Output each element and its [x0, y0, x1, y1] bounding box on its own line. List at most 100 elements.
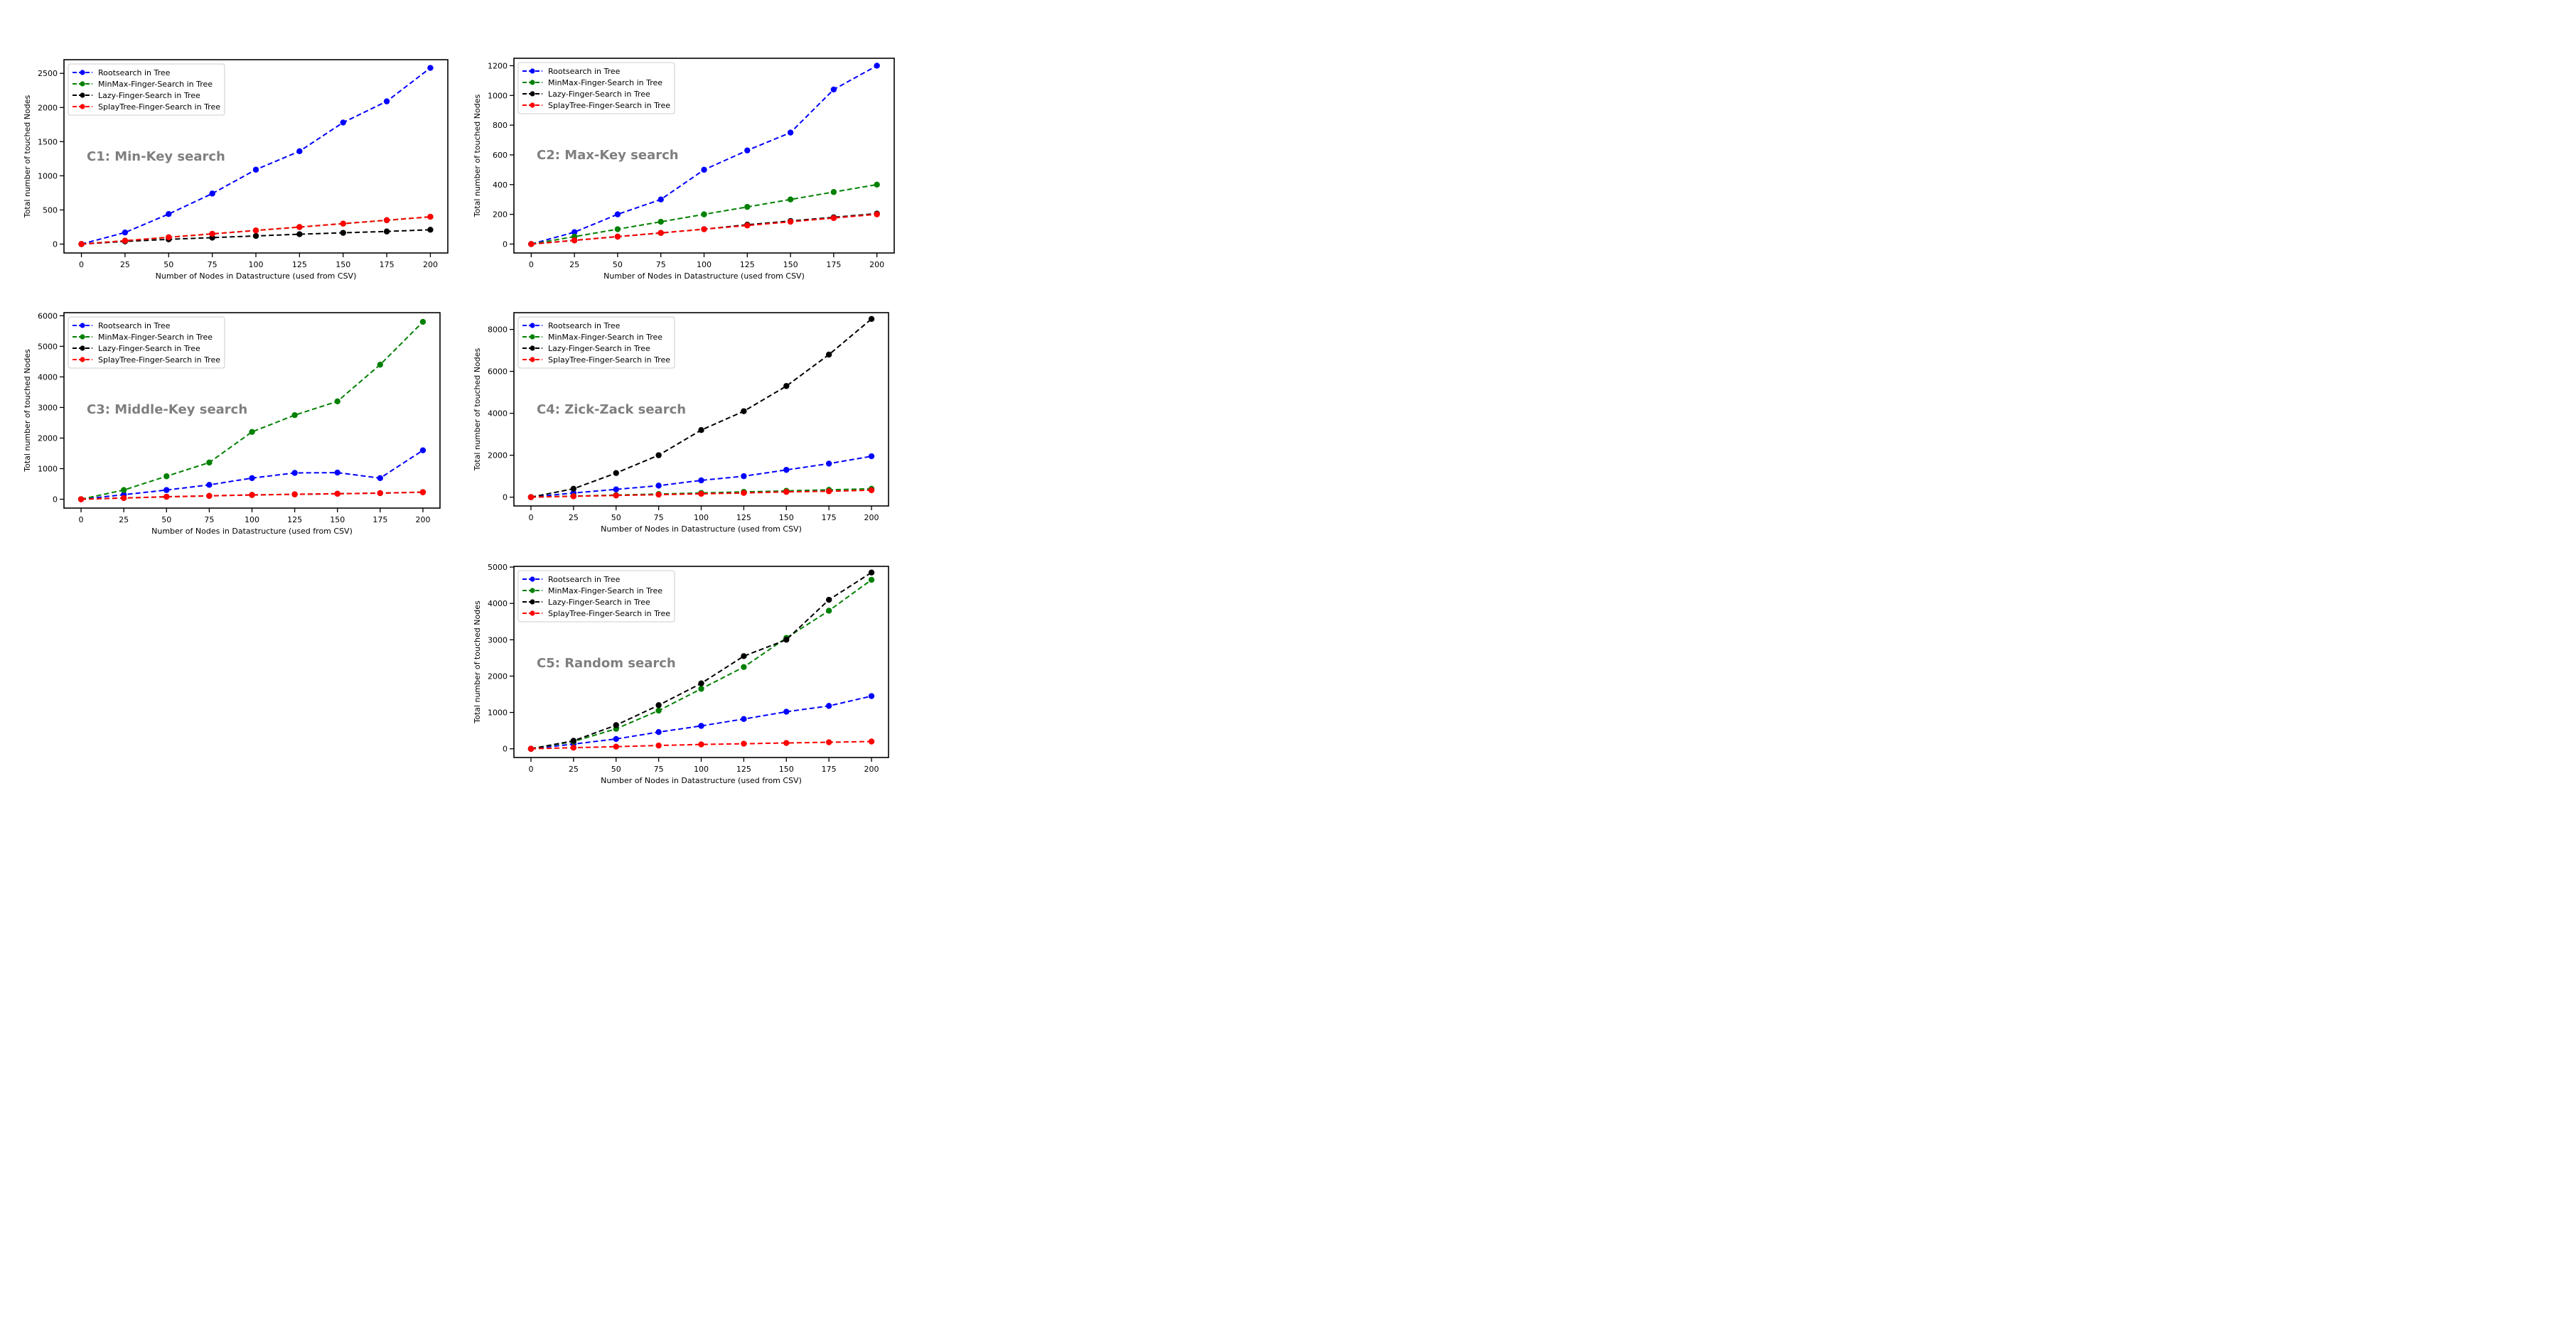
legend: Rootsearch in Tree MinMax-Finger-Search i…	[68, 63, 225, 116]
data-point	[296, 231, 303, 237]
data-point	[249, 492, 255, 498]
chart-annotation: C2: Max-Key search	[537, 148, 679, 163]
chart-1: 0 25 50 75 100 125 150 175 200050010001500200025…	[23, 59, 449, 281]
legend-marker	[80, 92, 85, 98]
x-tick-label: 175	[822, 513, 837, 522]
data-point	[527, 745, 535, 752]
y-tick-label: 2000	[488, 672, 508, 681]
y-axis-label: Total number of touched Nodes	[23, 95, 32, 219]
data-point	[613, 470, 619, 476]
data-point	[340, 119, 346, 126]
x-tick-label: 200	[415, 515, 430, 524]
series-0	[78, 65, 434, 247]
data-point	[698, 680, 704, 686]
data-point	[614, 233, 621, 240]
data-point	[658, 218, 664, 225]
legend-label: Rootsearch in Tree	[548, 67, 621, 76]
data-point	[741, 716, 747, 722]
legend-label: Lazy-Finger-Search in Tree	[548, 598, 650, 607]
data-point	[868, 693, 875, 699]
data-point	[868, 569, 875, 576]
data-point	[209, 230, 215, 237]
data-point	[783, 637, 790, 643]
y-tick-label: 5000	[488, 563, 508, 572]
data-point	[783, 740, 790, 746]
series-line	[530, 740, 872, 750]
series-1	[528, 181, 880, 247]
y-tick-label: 0	[503, 239, 508, 249]
x-tick-label: 75	[204, 515, 214, 524]
x-tick-label: 75	[208, 260, 218, 269]
legend-label: Lazy-Finger-Search in Tree	[98, 91, 200, 100]
series-line	[80, 491, 424, 500]
legend-label: Rootsearch in Tree	[548, 575, 621, 584]
data-point	[570, 744, 577, 751]
data-point	[614, 211, 621, 217]
data-point	[166, 234, 172, 241]
data-point	[655, 452, 662, 458]
data-point	[744, 147, 751, 153]
data-point	[613, 486, 619, 492]
data-point	[166, 211, 172, 217]
legend-box	[517, 316, 675, 369]
legend-label: Lazy-Finger-Search in Tree	[98, 344, 200, 353]
legend: Rootsearch in Tree MinMax-Finger-Search i…	[68, 316, 225, 369]
x-tick-label: 75	[654, 765, 664, 774]
data-point	[698, 477, 704, 484]
legend-label: SplayTree-Finger-Search in Tree	[548, 355, 670, 365]
data-point	[334, 490, 340, 497]
y-tick-label: 800	[493, 121, 508, 130]
chart-2: 0 25 50 75 100 125 150 175 200 0 200 400 600 800 1000 1…	[473, 58, 895, 281]
data-point	[741, 408, 747, 414]
legend-label: SplayTree-Finger-Search in Tree	[98, 102, 220, 112]
y-tick-label: 1000	[488, 91, 508, 100]
data-point	[206, 492, 213, 499]
chart-4: 0 25 50 75 100 125 150 175 20002000400060008000N…	[473, 312, 889, 534]
x-tick-label: 200	[864, 765, 879, 774]
x-axis-label: Number of Nodes in Datastructure (used f…	[151, 527, 353, 536]
x-tick-label: 25	[569, 260, 579, 269]
data-point	[825, 488, 832, 495]
legend-marker	[530, 334, 535, 340]
chart-annotation: C5: Random search	[537, 656, 676, 671]
x-tick-label: 50	[611, 513, 621, 522]
y-tick-label: 5000	[38, 342, 58, 351]
data-point	[291, 411, 298, 419]
x-tick-label: 100	[249, 260, 264, 269]
y-tick-label: 2000	[38, 103, 58, 112]
data-point	[527, 494, 535, 500]
data-point	[744, 203, 751, 210]
data-point	[701, 226, 707, 232]
legend-marker	[80, 345, 85, 351]
data-point	[614, 226, 621, 232]
data-point	[570, 485, 577, 492]
legend-box	[517, 570, 675, 622]
data-point	[571, 229, 578, 235]
x-axis-label: Number of Nodes in Datastructure (used f…	[603, 271, 805, 281]
legend-marker	[530, 576, 535, 582]
legend-marker	[530, 80, 535, 85]
y-axis-label: Total number of touched Nodes	[473, 95, 482, 218]
data-point	[868, 487, 875, 494]
x-tick-label: 50	[163, 260, 173, 269]
data-point	[783, 489, 790, 495]
data-point	[206, 482, 213, 488]
legend-marker	[80, 323, 85, 328]
data-point	[787, 129, 794, 136]
x-tick-label: 125	[292, 260, 307, 269]
x-tick-label: 0	[79, 260, 84, 269]
x-tick-label: 100	[245, 515, 259, 524]
data-point	[868, 316, 875, 323]
data-point	[383, 228, 390, 235]
legend-marker	[80, 357, 85, 362]
x-tick-label: 25	[119, 515, 129, 524]
legend-label: SplayTree-Finger-Search in Tree	[548, 609, 670, 618]
y-tick-label: 400	[493, 180, 508, 190]
y-tick-label: 2000	[38, 433, 58, 443]
y-tick-label: 0	[53, 495, 58, 505]
data-point	[570, 493, 577, 500]
data-point	[291, 491, 298, 497]
legend-marker	[530, 102, 535, 108]
x-tick-label: 175	[826, 260, 841, 269]
y-tick-label: 1500	[38, 137, 58, 146]
